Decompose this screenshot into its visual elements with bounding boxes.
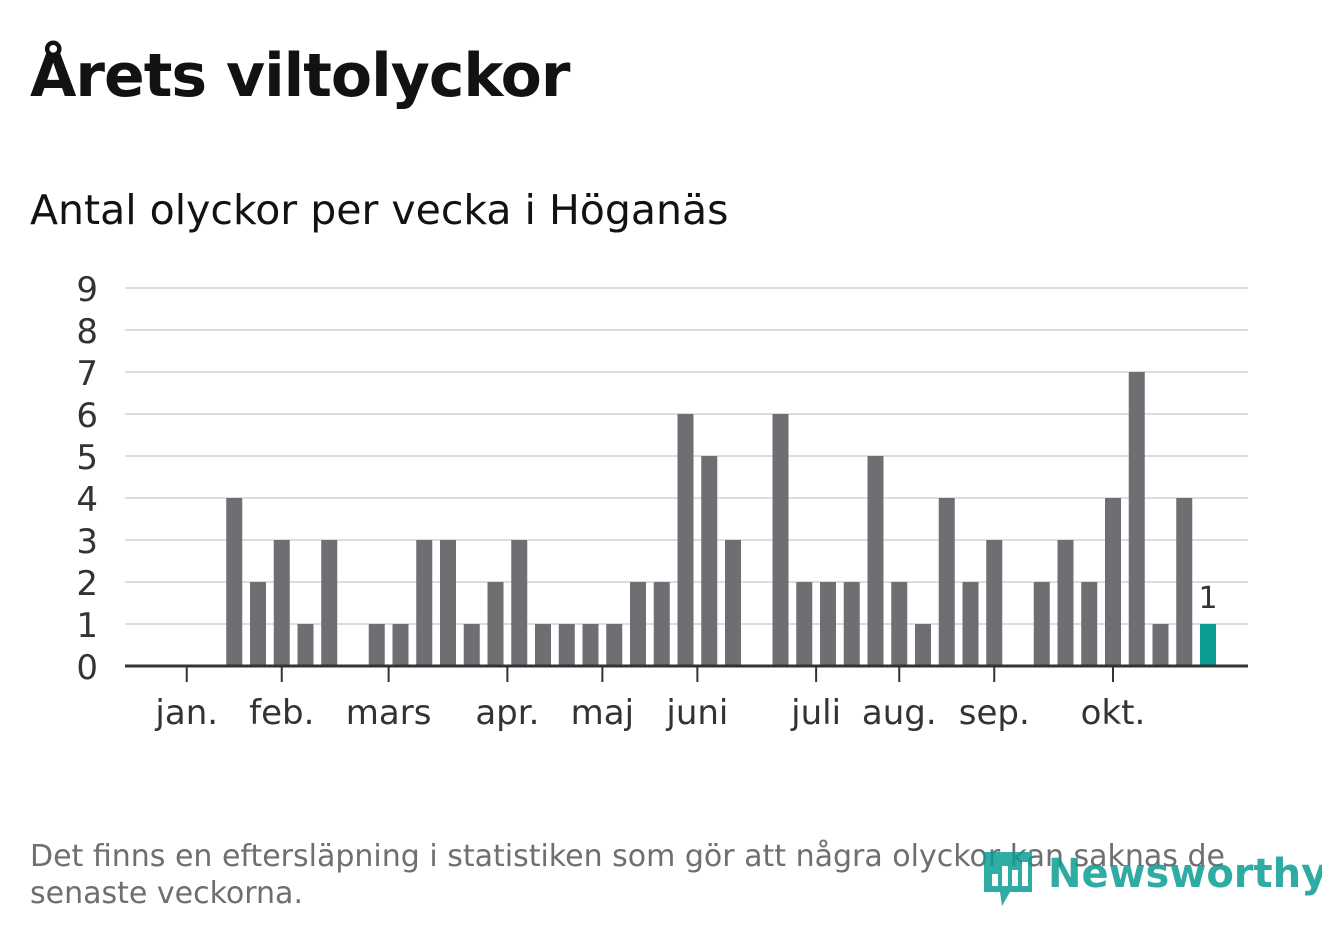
bar <box>321 540 338 666</box>
bar <box>392 624 409 666</box>
x-tick-label: okt. <box>1081 693 1146 733</box>
bar <box>843 582 860 666</box>
y-tick-label: 4 <box>76 480 98 520</box>
bar <box>1081 582 1098 666</box>
bar <box>1105 498 1121 666</box>
x-tick-label: mars <box>346 693 432 733</box>
bar <box>535 624 551 666</box>
chart-subtitle: Antal olyckor per vecka i Höganäs <box>30 186 729 234</box>
x-tick-label: aug. <box>862 693 937 733</box>
newsworthy-logo-icon <box>984 852 1032 906</box>
bar <box>440 540 456 666</box>
x-tick-label: juli <box>790 693 841 733</box>
newsworthy-logo-text: Newsworthy <box>1048 851 1322 897</box>
bar <box>273 540 290 666</box>
bar <box>962 582 979 666</box>
chart-title: Årets viltolyckor <box>30 41 570 111</box>
y-tick-label: 1 <box>76 606 98 646</box>
bar <box>938 498 955 666</box>
highlight-bar <box>1200 624 1216 666</box>
bar <box>796 582 813 666</box>
y-tick-label: 5 <box>76 438 98 478</box>
bar <box>701 456 718 666</box>
bar <box>725 540 741 666</box>
bar <box>867 456 884 666</box>
y-tick-label: 6 <box>76 396 98 436</box>
data-label: 1 <box>1198 581 1217 616</box>
y-tick-label: 9 <box>76 270 98 310</box>
bar <box>1176 498 1193 666</box>
bar <box>915 624 931 666</box>
y-tick-label: 8 <box>76 312 98 352</box>
x-tick-label: maj <box>571 693 634 733</box>
newsworthy-logo: Newsworthy <box>980 848 1322 910</box>
bar <box>487 582 504 666</box>
bar <box>606 624 623 666</box>
y-tick-label: 3 <box>76 522 98 562</box>
bar <box>653 582 670 666</box>
bar <box>1152 624 1169 666</box>
x-tick-label: feb. <box>249 693 314 733</box>
bar <box>1057 540 1074 666</box>
bar <box>582 624 599 666</box>
bar <box>250 582 266 666</box>
bar <box>368 624 385 666</box>
bar <box>558 624 575 666</box>
bar <box>297 624 314 666</box>
bar <box>511 540 528 666</box>
bar <box>891 582 908 666</box>
bar <box>820 582 836 666</box>
x-tick-label: sep. <box>959 693 1030 733</box>
bar <box>630 582 646 666</box>
bar <box>226 498 243 666</box>
bar <box>772 414 789 666</box>
bar <box>1128 372 1145 666</box>
bar <box>677 414 694 666</box>
bar <box>1033 582 1050 666</box>
x-tick-label: juni <box>665 693 728 733</box>
x-tick-label: jan. <box>154 693 218 733</box>
x-tick-label: apr. <box>475 693 539 733</box>
y-tick-label: 0 <box>76 648 98 688</box>
bar <box>416 540 433 666</box>
bar <box>986 540 1003 666</box>
y-tick-label: 7 <box>76 354 98 394</box>
y-tick-label: 2 <box>76 564 98 604</box>
bar <box>463 624 480 666</box>
